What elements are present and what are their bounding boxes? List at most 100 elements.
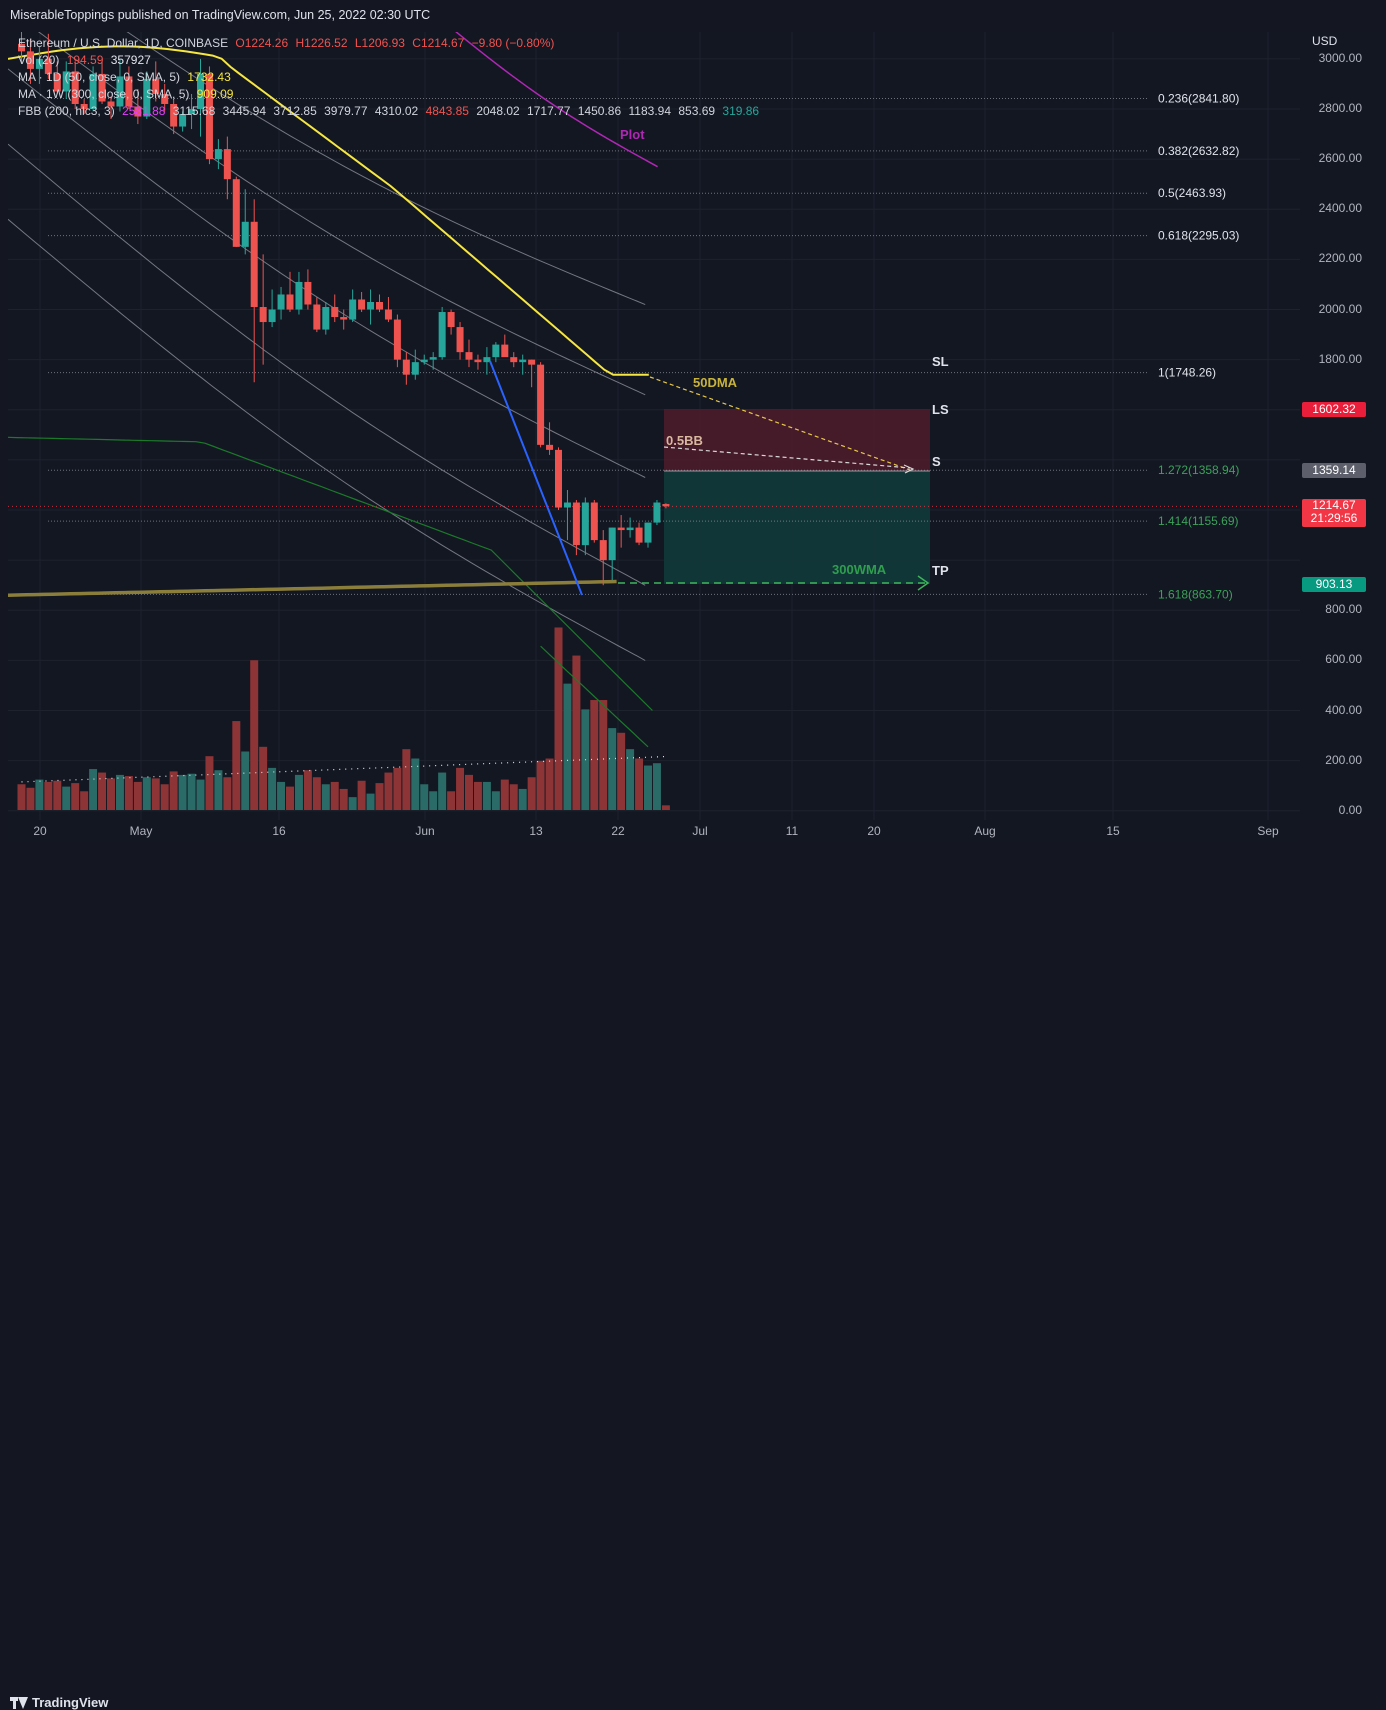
- candle-body: [474, 359, 482, 363]
- volume-bar: [339, 788, 348, 810]
- candle-body: [492, 344, 500, 358]
- volume-bar: [661, 805, 670, 810]
- fbb-value-0: 2581.88: [122, 104, 166, 118]
- candle-body: [18, 43, 25, 52]
- price-axis-label: 800.00: [1325, 602, 1362, 617]
- candle-body: [26, 51, 34, 69]
- candle-body: [465, 352, 473, 360]
- volume-bar: [115, 774, 124, 810]
- volume-bar: [214, 770, 223, 810]
- price-axis[interactable]: USD 3000.00 2800.00 2600.00 2400.00 2200.00 2…: [1300, 32, 1386, 820]
- fbb-label[interactable]: FBB (200, hlc3, 3): [18, 104, 115, 118]
- volume-bar: [527, 777, 536, 810]
- candle-body: [653, 502, 661, 523]
- fbb-value-9: 1450.86: [577, 104, 622, 118]
- candle-body: [286, 294, 294, 310]
- candle-body: [456, 327, 464, 353]
- fib-level-label: 1.414(1155.69): [1158, 514, 1239, 528]
- legend-symbol-row: Ethereum / U.S. Dollar, 1D, COINBASE O12…: [18, 36, 558, 50]
- trend-line: [489, 360, 583, 596]
- price-chart[interactable]: 0.236(2841.80) 0.382(2632.82) 0.5(2463.93)…: [7, 0, 1300, 820]
- price-axis-label: 1800.00: [1318, 351, 1362, 366]
- time-axis-label: 22: [611, 824, 625, 838]
- time-axis[interactable]: [8, 820, 1300, 842]
- ma1-value: 1732.43: [187, 70, 231, 84]
- time-axis-label: Aug: [974, 824, 996, 838]
- fib-level-label: 1.272(1358.94): [1158, 463, 1239, 477]
- volume-bar: [644, 765, 652, 810]
- legend-ma2-row: MA · 1W (300, close, 0, SMA, 5) 909.09: [18, 87, 237, 101]
- fbb-band-upper-3: [7, 68, 646, 478]
- entry-price-badge: 1359.14: [1302, 463, 1366, 478]
- fib-level-label: 0.236(2841.80): [1158, 92, 1239, 106]
- volume-bar: [160, 784, 169, 810]
- vol-value-1: 194.59: [66, 53, 104, 67]
- candle-body: [205, 73, 213, 160]
- candle-body: [528, 359, 536, 365]
- legend-ma1-row: MA · 1D (50, close, 0, SMA, 5) 1732.43: [18, 70, 235, 84]
- candle-body: [44, 58, 52, 74]
- volume-green-ma-line: [540, 645, 649, 748]
- volume-bar: [393, 767, 402, 810]
- fbb-value-8: 1717.77: [527, 104, 571, 118]
- volume-bar: [617, 732, 626, 810]
- volume-bar: [402, 749, 411, 810]
- volume-bar: [626, 749, 635, 810]
- publisher-text: MiserableToppings published on TradingVi…: [10, 8, 431, 22]
- currency-label: USD: [1312, 34, 1338, 48]
- volume-bar: [53, 780, 62, 810]
- candle-body: [179, 114, 187, 127]
- fib-level-label: 1.618(863.70): [1158, 587, 1233, 601]
- fbb-value-12: 319.86: [722, 104, 760, 118]
- ohlc-close: C1214.67: [412, 36, 465, 50]
- candle-body: [590, 502, 598, 541]
- candle-body: [268, 309, 276, 323]
- volume-bar: [142, 777, 151, 810]
- fbb-value-2: 3445.94: [222, 104, 267, 118]
- fbb-value-5: 4310.02: [374, 104, 419, 118]
- candle-body: [188, 109, 196, 115]
- volume-bar: [268, 767, 277, 810]
- time-axis-label: 11: [785, 824, 799, 838]
- fbb-value-10: 1183.94: [628, 104, 672, 118]
- chart-area[interactable]: 0.236(2841.80) 0.382(2632.82) 0.5(2463.93)…: [7, 0, 1300, 820]
- ma2-label[interactable]: MA · 1W (300, close, 0, SMA, 5): [18, 87, 190, 101]
- candle-body: [501, 344, 509, 358]
- volume-bar: [348, 797, 357, 810]
- time-axis-label: 13: [529, 824, 543, 838]
- candle-body: [116, 76, 124, 107]
- candle-body: [519, 359, 527, 363]
- volume-bar: [35, 779, 44, 810]
- volume-bar: [44, 781, 53, 810]
- volume-bar: [536, 760, 545, 810]
- symbol-title[interactable]: Ethereum / U.S. Dollar, 1D, COINBASE: [18, 36, 229, 50]
- volume-bar: [107, 778, 115, 810]
- fbb-band-lower-1: [7, 218, 646, 661]
- candle-body: [134, 106, 142, 117]
- volume-bar: [572, 655, 581, 810]
- volume-bar: [169, 771, 178, 810]
- time-axis-label: 16: [272, 824, 286, 838]
- time-axis-label: 15: [1106, 824, 1120, 838]
- volume-bar: [62, 786, 71, 810]
- candle-body: [581, 502, 589, 546]
- volume-bar: [366, 793, 375, 810]
- last-price-badge: 1214.67 21:29:56: [1302, 499, 1366, 527]
- candle-body: [322, 307, 330, 330]
- volume-bar: [509, 784, 518, 810]
- countdown-timer: 21:29:56: [1310, 511, 1358, 525]
- candle-body: [89, 73, 97, 110]
- wma300-arrow-icon: [917, 575, 930, 591]
- ma1-label[interactable]: MA · 1D (50, close, 0, SMA, 5): [18, 70, 181, 84]
- volume-bar: [491, 791, 500, 810]
- volume-bar: [71, 783, 80, 810]
- volume-bar: [357, 780, 366, 810]
- wma300-line: [7, 579, 617, 597]
- candle-body: [644, 522, 652, 543]
- candle-body: [447, 312, 455, 328]
- vol-label[interactable]: Vol (20): [18, 53, 60, 67]
- fbb-value-7: 2048.02: [476, 104, 520, 118]
- tradingview-logo[interactable]: TradingView: [10, 1695, 108, 1710]
- legend-volume-row: Vol (20) 194.59 357927: [18, 53, 155, 67]
- price-axis-label: 400.00: [1325, 702, 1362, 717]
